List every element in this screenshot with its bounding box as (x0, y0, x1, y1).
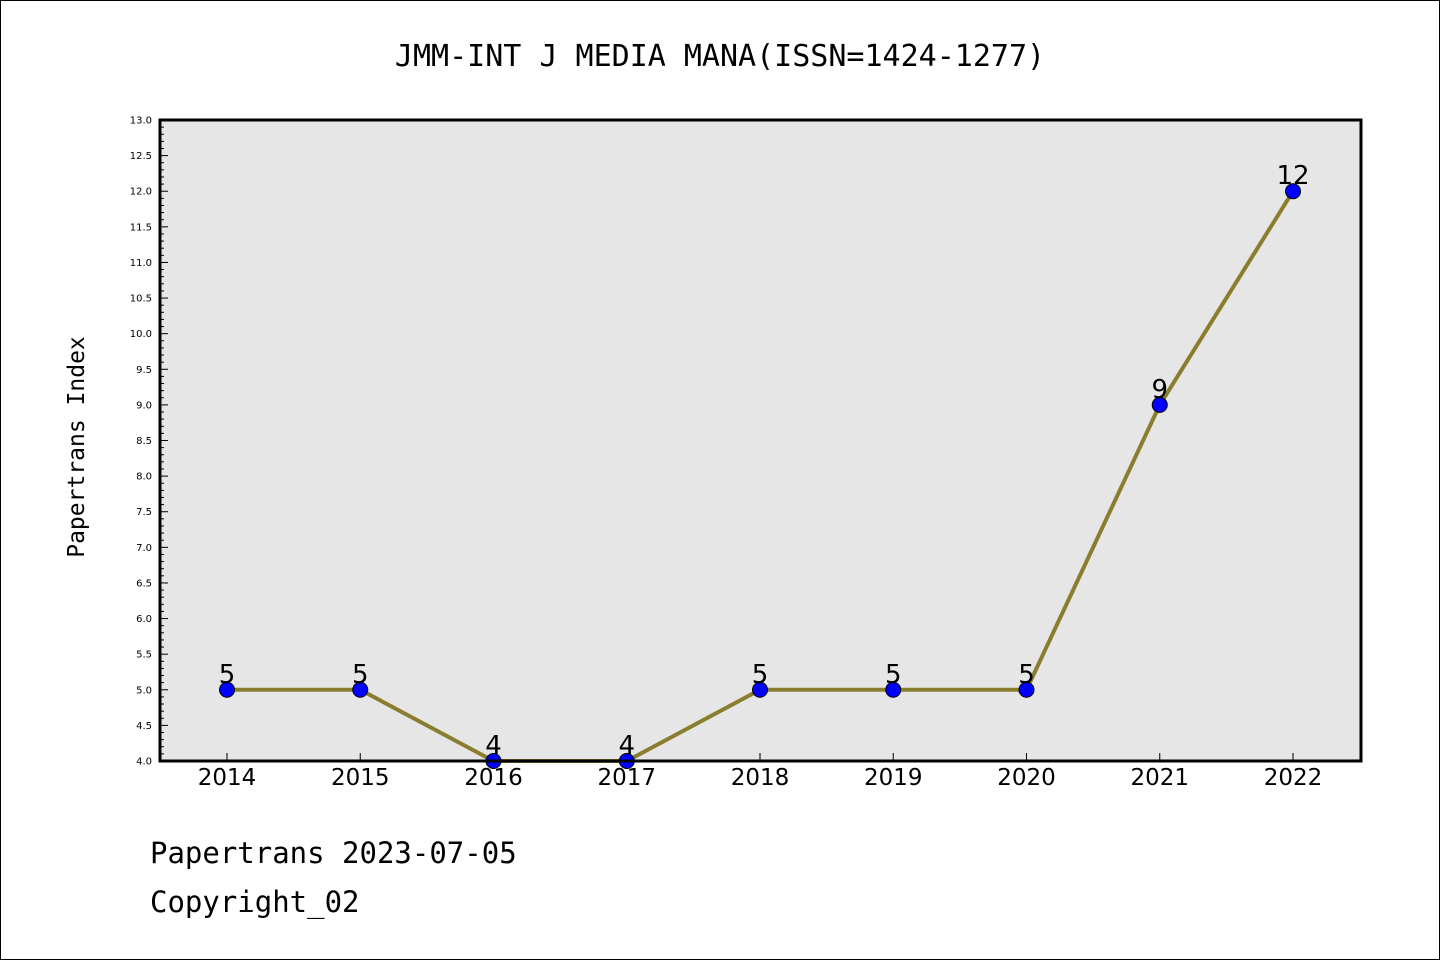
data-label: 5 (1018, 660, 1035, 690)
y-tick-label: 11.5 (130, 222, 152, 233)
y-tick-label: 11.0 (130, 258, 152, 269)
plot-area: 4.0 4.5 5.0 5.5 6.0 6.5 7.0 7.5 8.0 8.5 9.0 9.5 10.0… (130, 116, 1363, 791)
x-tick-label: 2016 (464, 765, 523, 791)
y-tick-label: 6.5 (136, 578, 152, 589)
plot-frame (158, 118, 1363, 763)
y-axis-label: Papertrans Index (64, 336, 90, 558)
data-label: 5 (352, 660, 369, 690)
y-tick-label: 9.5 (136, 365, 152, 376)
data-point (352, 681, 369, 698)
x-tick-label: 2014 (198, 765, 257, 791)
y-tick-label: 8.5 (136, 436, 152, 447)
y-tick-label: 12.5 (130, 151, 152, 162)
footer-copyright-text: Copyright_02 (150, 885, 360, 919)
data-point (885, 681, 902, 698)
plot-background (160, 120, 1361, 761)
footer-date-text: Papertrans 2023-07-05 (150, 836, 517, 870)
data-point (1018, 681, 1035, 698)
data-label: 5 (752, 660, 769, 690)
y-tick-label: 5.0 (136, 685, 152, 696)
x-tick-label: 2022 (1264, 765, 1323, 791)
data-label: 12 (1276, 161, 1309, 191)
y-tick-label: 10.5 (130, 294, 152, 305)
data-label: 5 (885, 660, 902, 690)
y-tick-label: 10.0 (130, 329, 152, 340)
y-tick-label: 6.0 (136, 614, 152, 625)
chart-title: JMM-INT J MEDIA MANA(ISSN=1424-1277) (395, 39, 1045, 74)
y-tick-label: 7.0 (136, 543, 152, 554)
x-tick-label: 2015 (331, 765, 390, 791)
x-tick-label: 2020 (997, 765, 1056, 791)
data-label: 4 (618, 731, 635, 761)
y-tick-label: 7.5 (136, 507, 152, 518)
data-point (1285, 183, 1301, 200)
x-tick-label: 2021 (1130, 765, 1189, 791)
data-label: 9 (1151, 375, 1168, 405)
y-tick-label: 4.5 (136, 721, 152, 732)
y-tick-label: 12.0 (130, 187, 152, 198)
data-point (1151, 396, 1168, 413)
y-tick-label: 4.0 (136, 757, 152, 768)
data-point (219, 681, 235, 698)
x-tick-label: 2019 (864, 765, 923, 791)
x-tick-label: 2017 (597, 765, 656, 791)
y-tick-label: 9.0 (136, 400, 152, 411)
data-point (752, 681, 768, 698)
y-tick-label: 8.0 (136, 472, 152, 483)
data-label: 4 (485, 731, 502, 761)
y-tick-label: 13.0 (130, 116, 152, 127)
data-label: 5 (219, 660, 236, 690)
y-tick-label: 5.5 (136, 650, 152, 661)
x-tick-label: 2018 (731, 765, 790, 791)
